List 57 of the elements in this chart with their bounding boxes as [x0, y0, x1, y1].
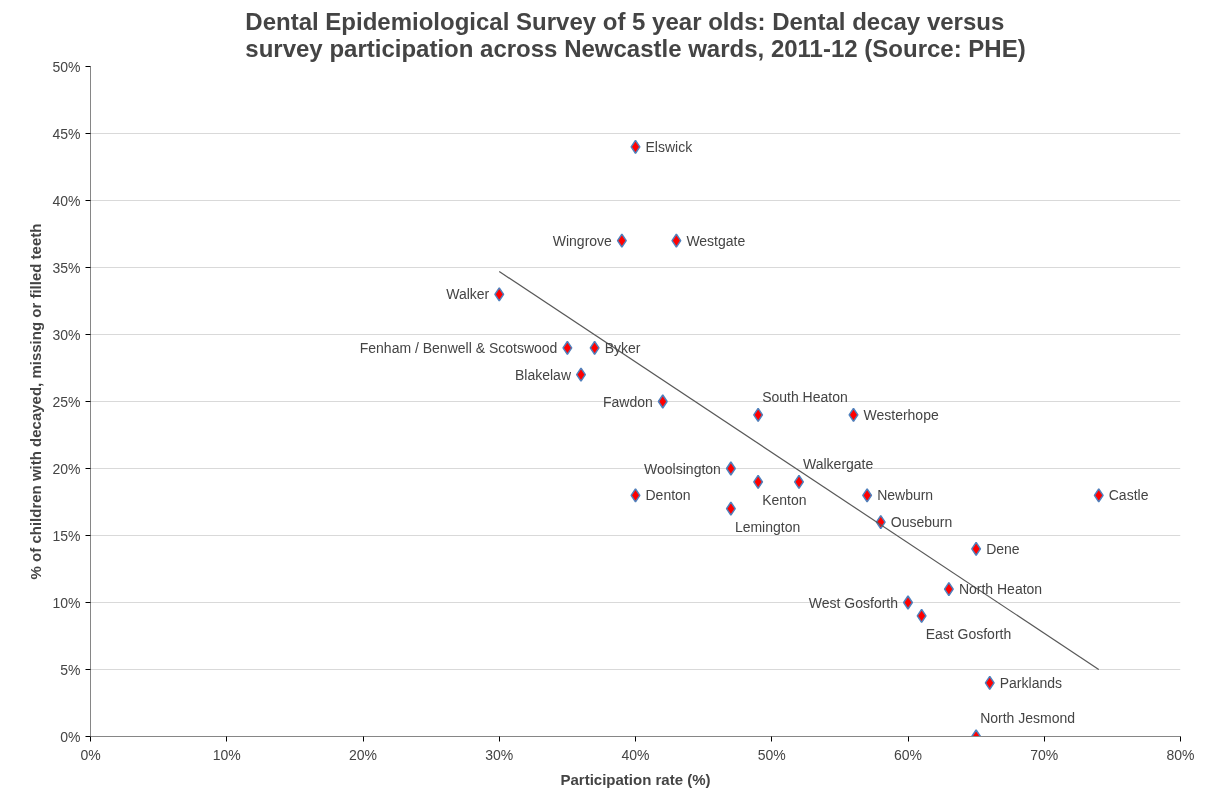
annotation: Westgate [686, 232, 746, 249]
point [575, 367, 587, 382]
point [862, 488, 873, 503]
annotation: Kenton [762, 492, 807, 509]
annotation: Blakelaw [514, 366, 572, 383]
y-tick-label: 15% [52, 527, 81, 544]
y-tick-label: 40% [52, 192, 81, 209]
y-tick-label: 50% [52, 58, 81, 75]
chart-title: Dental Epidemiological Survey of 5 year olds: Dental decay versus survey participation across Newcastle wards, 2011-12 (Source: PHE) [245, 7, 1026, 62]
x-tick-label: 60% [893, 746, 923, 763]
y-tick-label: 0% [60, 728, 81, 745]
y-tick-label: 20% [52, 460, 81, 477]
annotation: Fawdon [602, 393, 653, 410]
annotation: Woolsington [644, 460, 721, 477]
annotation: Newburn [877, 487, 934, 504]
annotation: Castle [1108, 487, 1149, 504]
x-tick-label: 40% [621, 746, 650, 763]
y-tick-label: 25% [52, 393, 81, 410]
annotation: Walkergate [803, 455, 874, 472]
point [657, 394, 668, 409]
annotation: West Gosforth [808, 594, 898, 611]
annotation: Walker [446, 286, 490, 303]
point [1093, 488, 1104, 503]
x-tick-label: 70% [1030, 746, 1059, 763]
y-tick-label: 35% [52, 259, 81, 276]
point [671, 233, 682, 248]
annotation: South Heaton [762, 388, 848, 405]
annotation: Elswick [645, 138, 694, 155]
point [793, 474, 805, 490]
y-tick-label: 30% [52, 326, 81, 343]
y-tick-label: 45% [52, 125, 81, 142]
point [616, 233, 627, 248]
annotation: Dene [986, 540, 1020, 557]
annotation: Wingrove [552, 232, 613, 249]
annotation: Ouseburn [890, 514, 953, 531]
annotation: Fenham / Benwell & Scotswood [359, 339, 558, 356]
y-axis-title: % of children with decayed, missing or filled teeth [27, 223, 45, 580]
point [630, 488, 641, 503]
x-axis-title: Participation rate (%) [560, 770, 711, 788]
point [494, 287, 505, 302]
x-tick-label: 0% [80, 746, 101, 763]
y-tick-label: 5% [60, 661, 81, 678]
annotation: North Jesmond [980, 710, 1076, 727]
x-tick-label: 20% [348, 746, 378, 763]
annotation: Parklands [999, 674, 1063, 691]
annotation: Lemington [734, 518, 801, 535]
y-tick-label: 10% [52, 594, 81, 611]
point [725, 501, 736, 516]
x-tick-label: 50% [757, 746, 786, 763]
annotation: Denton [645, 487, 691, 504]
annotation: Westerhope [863, 406, 939, 423]
annotation: East Gosforth [925, 626, 1012, 643]
x-tick-label: 10% [212, 746, 241, 763]
x-tick-label: 80% [1166, 746, 1195, 763]
point [902, 595, 914, 610]
x-tick-label: 30% [485, 746, 514, 763]
point [725, 461, 736, 476]
